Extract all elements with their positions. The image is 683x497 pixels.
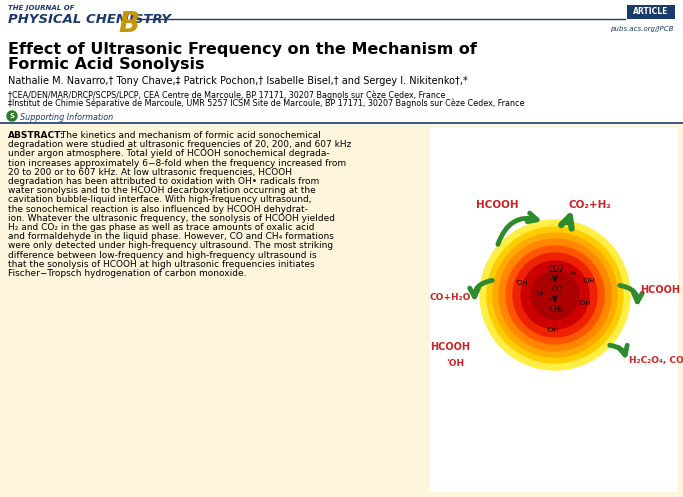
Text: that the sonolysis of HCOOH at high ultrasonic frequencies initiates: that the sonolysis of HCOOH at high ultr… (8, 260, 315, 269)
Text: CH₄: CH₄ (550, 305, 564, 314)
FancyBboxPatch shape (0, 123, 683, 497)
Text: under argon atmosphere. Total yield of HCOOH sonochemical degrada-: under argon atmosphere. Total yield of H… (8, 150, 330, 159)
Text: water sonolysis and to the HCOOH decarboxylation occurring at the: water sonolysis and to the HCOOH decarbo… (8, 186, 316, 195)
Text: cavitation bubble-liquid interface. With high-frequency ultrasound,: cavitation bubble-liquid interface. With… (8, 195, 311, 204)
Circle shape (493, 233, 617, 357)
Text: ABSTRACT:: ABSTRACT: (8, 131, 64, 140)
Text: The kinetics and mechanism of formic acid sonochemical: The kinetics and mechanism of formic aci… (58, 131, 321, 140)
Circle shape (531, 271, 579, 319)
Circle shape (487, 227, 623, 363)
Text: degradation has been attributed to oxidation with OH• radicals from: degradation has been attributed to oxida… (8, 177, 319, 186)
Text: 'OH: 'OH (446, 358, 464, 367)
Text: Effect of Ultrasonic Frequency on the Mechanism of: Effect of Ultrasonic Frequency on the Me… (8, 42, 477, 57)
Text: 'OH: 'OH (583, 278, 596, 284)
Text: pubs.acs.org/JPCB: pubs.acs.org/JPCB (610, 26, 673, 32)
Text: Supporting Information: Supporting Information (20, 113, 113, 122)
Text: H₂: H₂ (536, 291, 544, 296)
Text: and formaldehyde in the liquid phase. However, CO and CH₄ formations: and formaldehyde in the liquid phase. Ho… (8, 232, 334, 241)
Text: tion increases approximately 6−8-fold when the frequency increased from: tion increases approximately 6−8-fold wh… (8, 159, 346, 167)
Text: HCOOH: HCOOH (640, 285, 680, 295)
Text: CO+H₂O: CO+H₂O (430, 293, 471, 302)
Circle shape (513, 253, 597, 337)
Text: THE JOURNAL OF: THE JOURNAL OF (8, 5, 74, 11)
Circle shape (7, 111, 17, 121)
Text: CO: CO (551, 285, 563, 294)
Text: degradation were studied at ultrasonic frequencies of 20, 200, and 607 kHz: degradation were studied at ultrasonic f… (8, 140, 351, 149)
Circle shape (521, 261, 589, 329)
Circle shape (499, 239, 611, 351)
Text: 'OH: 'OH (516, 280, 528, 286)
Circle shape (506, 246, 604, 344)
Text: Fischer−Tropsch hydrogenation of carbon monoxide.: Fischer−Tropsch hydrogenation of carbon … (8, 269, 247, 278)
Text: †CEA/DEN/MAR/DRCP/SCPS/LPCP, CEA Centre de Marcoule, BP 17171, 30207 Bagnols sur: †CEA/DEN/MAR/DRCP/SCPS/LPCP, CEA Centre … (8, 90, 445, 99)
Text: PHYSICAL CHEMISTRY: PHYSICAL CHEMISTRY (8, 13, 171, 26)
Text: H₂ and CO₂ in the gas phase as well as trace amounts of oxalic acid: H₂ and CO₂ in the gas phase as well as t… (8, 223, 314, 232)
Text: S: S (10, 113, 14, 119)
Text: CO₂+H₂: CO₂+H₂ (568, 200, 611, 210)
Text: HCOOH: HCOOH (475, 200, 518, 210)
Circle shape (480, 220, 630, 370)
Text: ‡Institut de Chimie Séparative de Marcoule, UMR 5257 ICSM Site de Marcoule, BP 1: ‡Institut de Chimie Séparative de Marcou… (8, 99, 525, 108)
Text: HCOOH: HCOOH (430, 342, 470, 352)
Text: Formic Acid Sonolysis: Formic Acid Sonolysis (8, 57, 204, 72)
Text: ARTICLE: ARTICLE (633, 7, 669, 16)
FancyBboxPatch shape (430, 128, 678, 492)
Text: H₂C₂O₄, CO₂: H₂C₂O₄, CO₂ (628, 355, 683, 364)
Text: ion. Whatever the ultrasonic frequency, the sonolysis of HCOOH yielded: ion. Whatever the ultrasonic frequency, … (8, 214, 335, 223)
Text: difference between low-frequency and high-frequency ultrasound is: difference between low-frequency and hig… (8, 250, 317, 259)
Text: Nathalie M. Navarro,† Tony Chave,‡ Patrick Pochon,† Isabelle Bisel,† and Sergey : Nathalie M. Navarro,† Tony Chave,‡ Patri… (8, 76, 468, 86)
Text: 'OH: 'OH (547, 327, 559, 333)
FancyBboxPatch shape (627, 5, 675, 19)
Text: 'OH: 'OH (579, 300, 591, 306)
Text: were only detected under high-frequency ultrasound. The most striking: were only detected under high-frequency … (8, 242, 333, 250)
Text: 20 to 200 or to 607 kHz. At low ultrasonic frequencies, HCOOH: 20 to 200 or to 607 kHz. At low ultrason… (8, 168, 292, 177)
Text: the sonochemical reaction is also influenced by HCOOH dehydrat-: the sonochemical reaction is also influe… (8, 205, 308, 214)
Text: CO2: CO2 (549, 265, 565, 274)
Text: B: B (118, 10, 139, 38)
Text: H₂: H₂ (569, 271, 576, 276)
